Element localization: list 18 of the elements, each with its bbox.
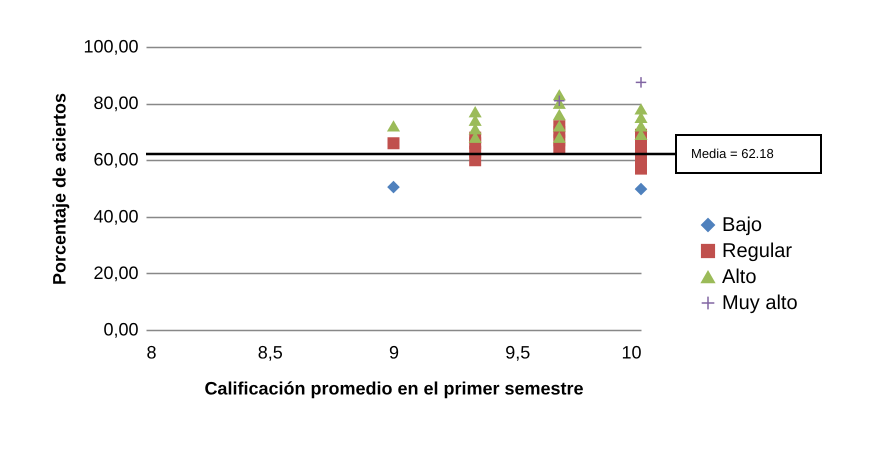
ref-line-label: Media = 62.18 — [691, 146, 774, 162]
x-tick-label: 8,5 — [258, 342, 283, 362]
x-tick-label: 10 — [621, 342, 642, 362]
y-axis-title: Porcentaje de aciertos — [49, 92, 70, 286]
y-tick-label: 60,00 — [93, 150, 138, 170]
y-tick-label: 80,00 — [93, 93, 138, 114]
y-tick-label: 20,00 — [93, 262, 138, 283]
y-tick-label: 0,00 — [103, 320, 138, 340]
legend-label: Regular — [722, 240, 792, 262]
x-tick-label: 8 — [146, 342, 157, 362]
x-tick-label: 9,5 — [505, 342, 530, 362]
legend-label: Alto — [722, 266, 756, 288]
legend-label: Bajo — [722, 214, 762, 236]
x-axis-title: Calificación promedio en el primer semestre — [204, 378, 584, 398]
y-tick-label: 100,00 — [83, 36, 138, 56]
y-tick-label: 40,00 — [93, 206, 138, 226]
legend-label: Muy alto — [722, 292, 798, 314]
x-tick-label: 9 — [388, 342, 400, 362]
